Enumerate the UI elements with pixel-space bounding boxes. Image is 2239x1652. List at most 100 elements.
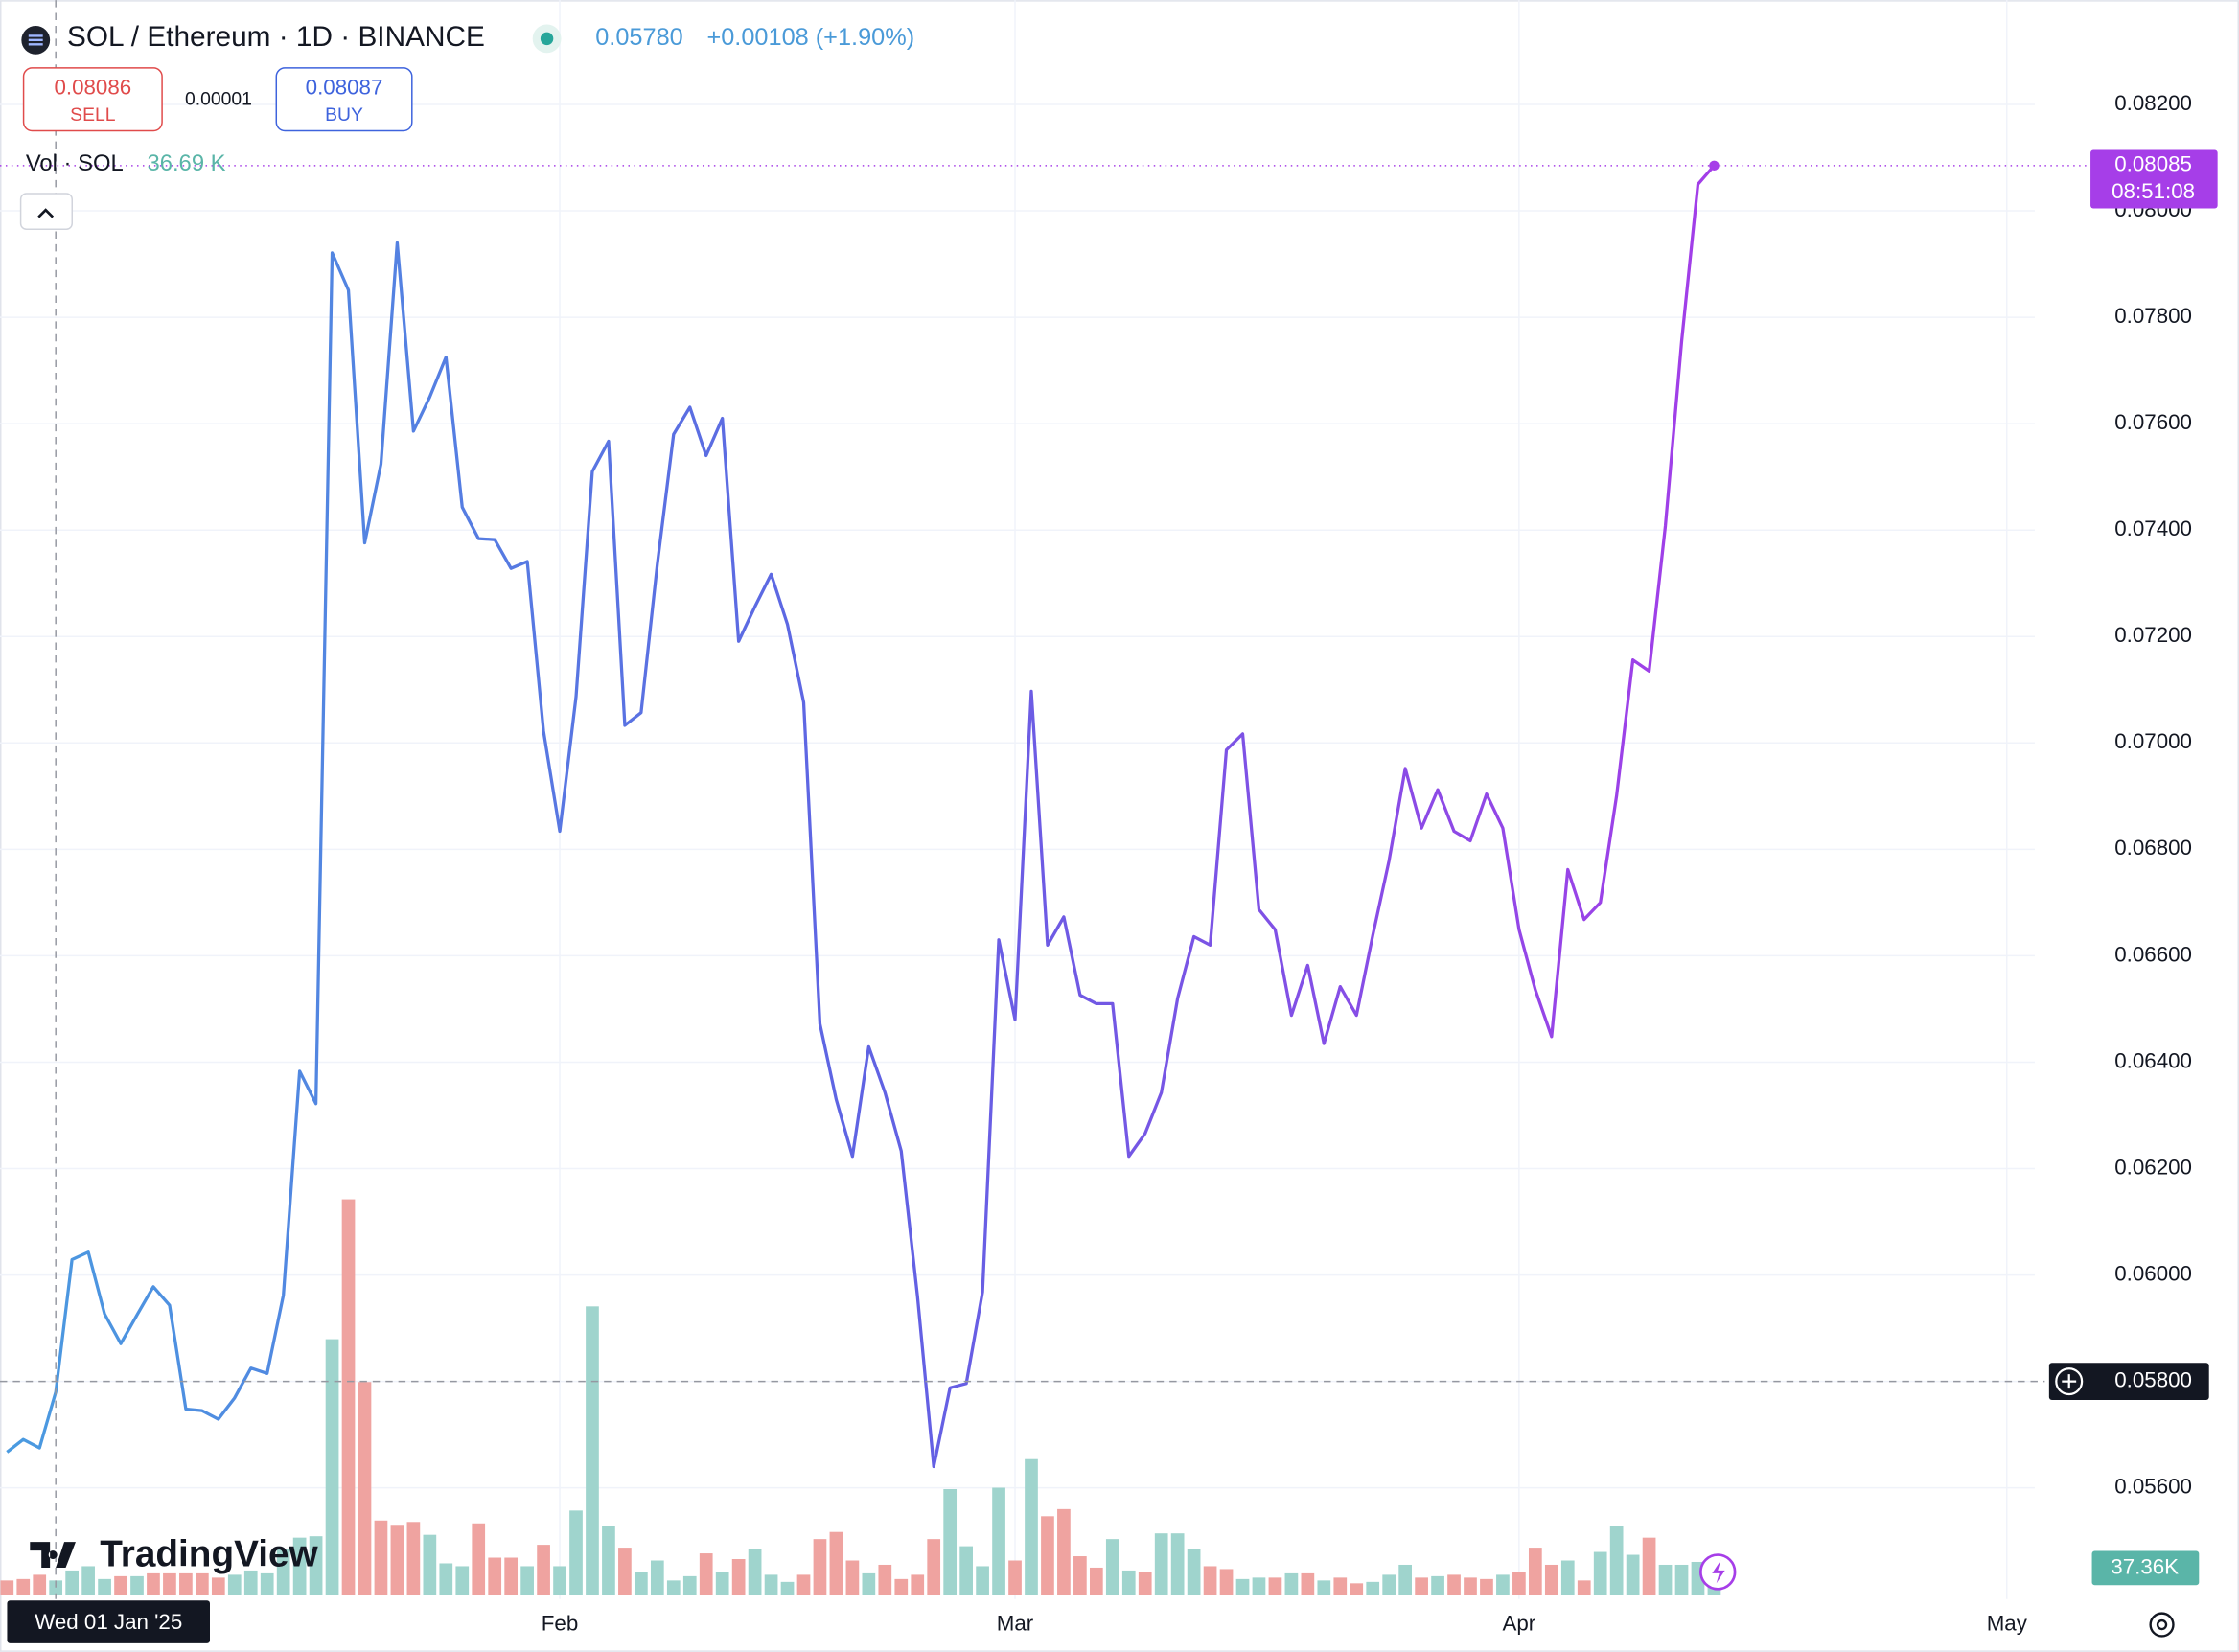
volume-bar (358, 1382, 372, 1595)
volume-bar (845, 1560, 860, 1595)
volume-bar (81, 1566, 95, 1595)
volume-bar (1609, 1526, 1624, 1595)
volume-bar (894, 1578, 909, 1595)
volume-bar (1382, 1574, 1396, 1595)
add-alert-button[interactable] (2055, 1367, 2084, 1396)
volume-bar (1593, 1551, 1607, 1595)
crosshair-price-box (2048, 1363, 2209, 1400)
volume-bar (260, 1572, 274, 1595)
volume-bar (33, 1574, 47, 1595)
buy-button[interactable] (275, 67, 413, 132)
volume-bar (1073, 1556, 1087, 1595)
volume-bar (1284, 1572, 1299, 1595)
volume-bar (520, 1566, 534, 1595)
last-price-box (2090, 149, 2218, 209)
volume-last-box (2091, 1550, 2200, 1586)
volume-bar (1317, 1580, 1331, 1595)
crosshair-price-label: 0.05800 (2114, 1368, 2192, 1392)
change-value: +0.00108 (+1.90%) (706, 24, 914, 51)
volume-bar (715, 1572, 729, 1595)
buy-label: BUY (325, 104, 363, 126)
volume-bar (1089, 1567, 1103, 1595)
symbol-title[interactable]: SOL / Ethereum · 1D · BINANCE (67, 21, 485, 53)
sell-label: SELL (70, 104, 116, 126)
y-tick-label: 0.07000 (2114, 729, 2192, 753)
volume-bar (1203, 1566, 1217, 1595)
last-price-label: 0.08085 (2114, 152, 2192, 176)
volume-bar (911, 1574, 925, 1595)
volume-bar (488, 1557, 502, 1595)
volume-bar (537, 1545, 550, 1595)
volume-bar (1121, 1570, 1136, 1595)
settings-button[interactable] (2149, 1612, 2175, 1638)
volume-bar (179, 1572, 193, 1595)
volume-bar (341, 1199, 356, 1595)
volume-legend-value: 36.69 K (147, 150, 225, 176)
volume-bar (1170, 1533, 1185, 1595)
y-tick-label: 0.07200 (2114, 623, 2192, 647)
volume-bar (1301, 1572, 1315, 1595)
volume-bar (325, 1339, 339, 1595)
y-tick-label: 0.07800 (2114, 304, 2192, 328)
volume-bar (1544, 1564, 1558, 1595)
volume-bar (196, 1572, 209, 1595)
logo[interactable]: TradingView (100, 1533, 318, 1574)
spread: 0.00001 (185, 89, 252, 110)
volume-bar (406, 1522, 421, 1595)
volume-bar (829, 1531, 843, 1595)
volume-bar (1577, 1580, 1591, 1595)
volume-bar (927, 1539, 941, 1595)
volume-bar (1431, 1575, 1444, 1595)
volume-bar (959, 1546, 973, 1595)
volume-bar (1350, 1583, 1364, 1595)
volume-bar (1219, 1569, 1234, 1595)
volume-bar (0, 1580, 14, 1595)
volume-bar (813, 1539, 827, 1595)
sell-button[interactable] (22, 67, 163, 132)
volume-bar (374, 1520, 388, 1595)
y-tick-label: 0.06600 (2114, 942, 2192, 966)
plot (0, 0, 2091, 1599)
volume-bar (666, 1580, 681, 1595)
volume-bar (472, 1523, 486, 1595)
volume-bar (1528, 1548, 1542, 1595)
volume-bar (98, 1578, 111, 1595)
volume-bar (943, 1489, 958, 1595)
volume-bar (862, 1572, 876, 1595)
buy-price: 0.08087 (306, 75, 383, 99)
volume-bar (455, 1566, 470, 1595)
y-tick-label: 0.06200 (2114, 1155, 2192, 1179)
volume-bar (796, 1574, 811, 1595)
volume-bar (130, 1575, 144, 1595)
volume-bar (1138, 1572, 1152, 1595)
volume-bar (1626, 1554, 1640, 1595)
volume-bar (1154, 1533, 1168, 1595)
y-tick-label: 0.08200 (2114, 91, 2192, 115)
volume-bar (764, 1574, 778, 1595)
volume-bar (227, 1574, 242, 1595)
volume-bar (211, 1577, 225, 1595)
market-status-dot (540, 32, 554, 46)
volume-bar (1415, 1577, 1428, 1595)
volume-bar (1105, 1539, 1120, 1595)
volume-bar (276, 1549, 290, 1595)
volume-bar (1235, 1578, 1250, 1595)
volume-bar (682, 1575, 697, 1595)
y-tick-label: 0.07400 (2114, 516, 2192, 540)
volume-bar (114, 1575, 127, 1595)
volume-bar (292, 1537, 307, 1595)
volume-bar (1333, 1577, 1348, 1595)
volume-bar (1268, 1577, 1282, 1595)
volume-bar (1252, 1577, 1266, 1595)
volume-bar (748, 1549, 762, 1595)
volume-bar (553, 1566, 566, 1595)
volume-bar (163, 1572, 176, 1595)
volume-pane (0, 1199, 1721, 1595)
y-tick-label: 0.06000 (2114, 1261, 2192, 1285)
y-tick-label: 0.06400 (2114, 1048, 2192, 1072)
volume-bar (780, 1581, 795, 1595)
volume-bar (243, 1570, 258, 1595)
volume-bar (1025, 1458, 1038, 1595)
